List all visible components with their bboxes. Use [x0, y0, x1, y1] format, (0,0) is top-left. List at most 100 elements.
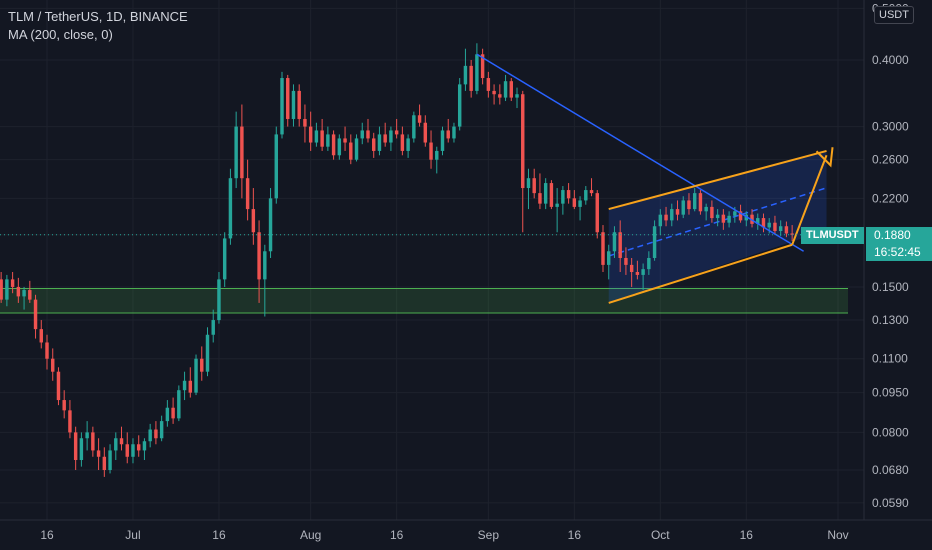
candle	[641, 269, 645, 275]
candle	[584, 190, 588, 201]
bar-countdown: 16:52:45	[874, 245, 921, 259]
time-tick-label: 16	[40, 528, 54, 542]
candle	[349, 142, 353, 160]
price-tick-label: 0.4000	[872, 53, 909, 67]
legend-symbol[interactable]: TLM / TetherUS, 1D, BINANCE	[8, 9, 188, 24]
candle	[108, 450, 112, 470]
candle	[532, 178, 536, 194]
candle	[68, 410, 72, 433]
candle	[647, 257, 651, 270]
current-price-tag: 0.1880 16:52:45	[866, 227, 932, 261]
candle	[652, 226, 657, 258]
candle	[566, 190, 571, 199]
candle	[119, 438, 124, 445]
candle	[389, 130, 393, 143]
candle	[274, 134, 278, 199]
candle	[251, 209, 256, 233]
candle	[492, 90, 496, 95]
candle	[595, 193, 599, 233]
candle	[177, 390, 181, 419]
price-tick-label: 0.0800	[872, 425, 909, 439]
support-zone	[0, 288, 848, 314]
candle	[85, 432, 89, 439]
candle	[10, 279, 15, 287]
candle	[486, 78, 491, 91]
candle	[681, 200, 685, 215]
legend-indicator[interactable]: MA (200, close, 0)	[8, 27, 113, 42]
candle	[452, 126, 456, 139]
time-tick-label: 16	[212, 528, 226, 542]
candle	[102, 456, 107, 470]
candle	[773, 222, 777, 232]
drawings-layer	[0, 53, 864, 304]
candle	[406, 138, 410, 151]
candle	[509, 81, 514, 98]
candle	[607, 251, 611, 265]
candle	[228, 178, 233, 239]
symbol-price-tag: TLMUSDT	[801, 227, 864, 244]
candle	[56, 371, 61, 401]
candle	[51, 358, 55, 372]
candle	[205, 334, 210, 372]
candle	[698, 193, 703, 212]
candle	[314, 130, 319, 143]
candle	[538, 193, 542, 204]
candle	[125, 444, 129, 457]
candle	[291, 90, 296, 119]
candle	[664, 214, 668, 221]
candle	[784, 226, 789, 234]
candle	[727, 215, 731, 223]
candle	[222, 238, 227, 280]
candle	[188, 380, 193, 393]
time-tick-label: Nov	[827, 528, 848, 542]
candle	[629, 264, 634, 273]
candle	[578, 200, 582, 207]
candle	[790, 233, 794, 235]
time-tick-label: 16	[568, 528, 582, 542]
candle	[503, 81, 508, 98]
candle	[79, 438, 84, 461]
candle	[756, 218, 760, 224]
candle	[670, 209, 674, 221]
channel-fill	[608, 150, 827, 303]
candle	[377, 134, 382, 151]
candle	[761, 218, 766, 228]
candle	[475, 54, 479, 91]
currency-button[interactable]: USDT	[874, 6, 914, 24]
candle	[383, 134, 387, 143]
price-tick-label: 0.2200	[872, 191, 909, 205]
candle	[91, 432, 95, 451]
candle	[263, 251, 267, 280]
candle	[297, 90, 301, 119]
price-axis[interactable]: 0.50000.40000.30000.26000.22000.15000.13…	[863, 0, 909, 520]
chart-legend: TLM / TetherUS, 1D, BINANCE MA (200, clo…	[8, 8, 188, 44]
candle	[440, 130, 445, 151]
candle	[394, 130, 399, 135]
time-axis[interactable]: 16 Jul 16 Aug 16 Sep 16 Oct 16 Nov	[0, 519, 932, 542]
candle	[114, 438, 118, 451]
candle	[142, 441, 147, 451]
candle	[767, 222, 771, 228]
price-tick-label: 0.1300	[872, 313, 909, 327]
projection-arrow-head	[815, 147, 834, 168]
candle	[45, 342, 49, 359]
candle	[526, 178, 531, 189]
candlestick-series	[0, 43, 794, 477]
candle	[308, 126, 313, 143]
candle	[480, 54, 485, 79]
candle	[446, 130, 450, 139]
candle	[429, 142, 433, 160]
candle	[194, 358, 198, 393]
time-tick-label: 16	[390, 528, 404, 542]
candle	[400, 134, 405, 151]
candle	[257, 232, 261, 280]
candle	[360, 130, 364, 139]
candle	[612, 232, 617, 252]
candle	[245, 178, 250, 210]
candle	[692, 193, 697, 210]
price-tick-label: 0.3000	[872, 120, 909, 134]
candle	[601, 232, 605, 265]
candle	[675, 209, 680, 215]
candle	[165, 407, 170, 422]
